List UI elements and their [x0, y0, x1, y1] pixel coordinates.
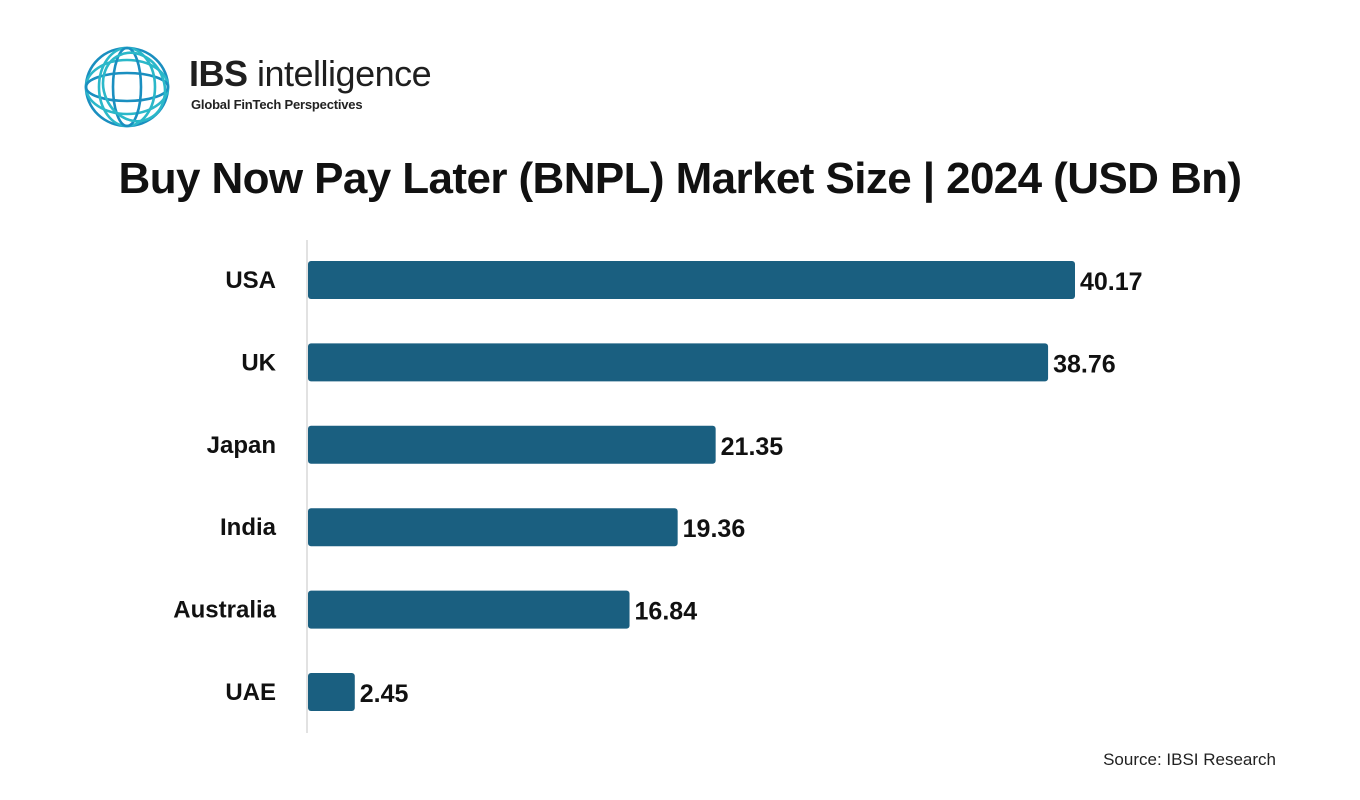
category-label: USA — [225, 267, 276, 294]
brand-name-rest: intelligence — [247, 53, 432, 94]
value-label: 19.36 — [683, 515, 746, 543]
source-note: Source: IBSI Research — [1103, 750, 1276, 769]
category-label: Japan — [207, 432, 276, 459]
bar — [308, 508, 678, 547]
bar — [308, 590, 630, 629]
brand-name-bold: IBS — [189, 53, 248, 94]
brand-name: IBS intelligence — [189, 53, 432, 94]
brand-tagline: Global FinTech Perspectives — [191, 97, 363, 112]
bar — [308, 261, 1075, 299]
value-label: 40.17 — [1080, 268, 1143, 296]
category-label: India — [220, 514, 277, 541]
value-label: 16.84 — [635, 598, 698, 626]
category-label: UAE — [225, 679, 276, 706]
value-label: 21.35 — [721, 433, 784, 461]
bar — [308, 425, 716, 464]
value-label: 2.45 — [360, 680, 409, 708]
category-label: Australia — [173, 597, 276, 624]
value-label: 38.76 — [1053, 350, 1116, 378]
bar — [308, 673, 355, 711]
bar — [308, 343, 1049, 382]
globe-rings-icon — [84, 46, 170, 128]
chart-title: Buy Now Pay Later (BNPL) Market Size | 2… — [118, 154, 1243, 203]
category-label: UK — [241, 349, 276, 376]
